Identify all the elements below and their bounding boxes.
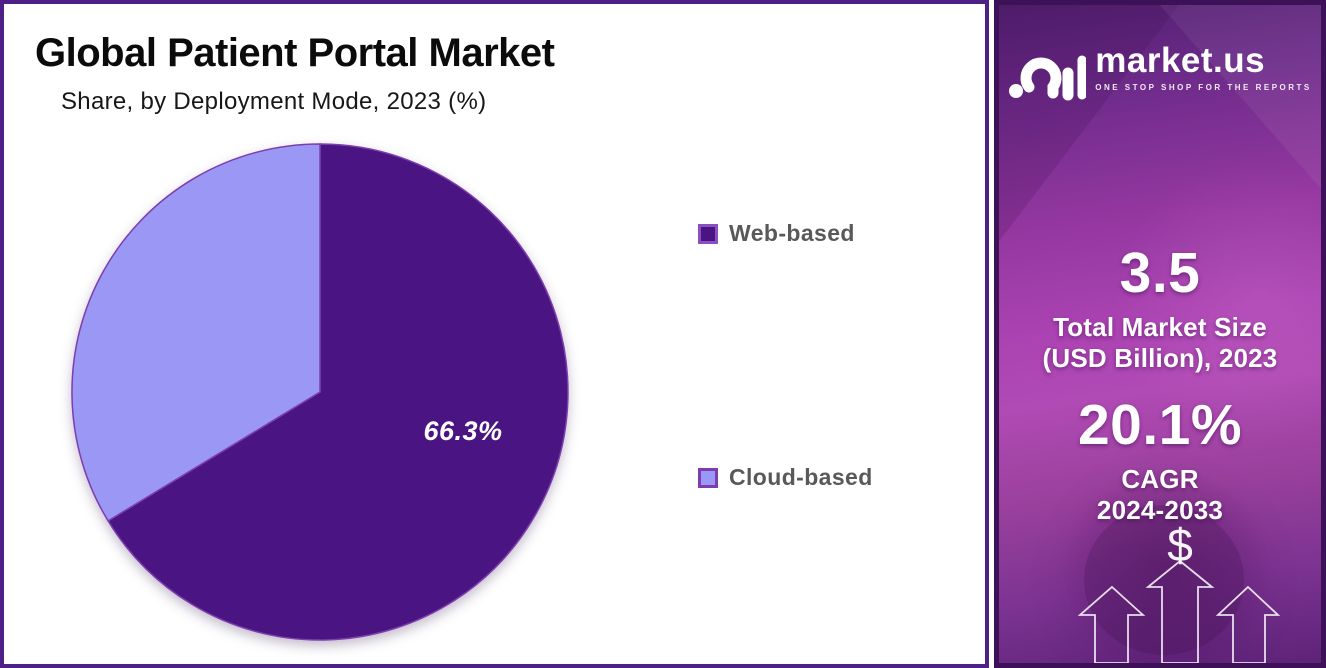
stat-market-size-label-1: Total Market Size <box>1053 312 1267 342</box>
legend-swatch-web-based <box>698 223 718 244</box>
page-subtitle: Share, by Deployment Mode, 2023 (%) <box>61 88 487 115</box>
brand-name: market.us <box>1095 41 1266 80</box>
brand-logo: market.us ONE STOP SHOP FOR THE REPORTS <box>999 43 1321 109</box>
brand-tagline: ONE STOP SHOP FOR THE REPORTS <box>1095 83 1312 92</box>
up-arrow-icon <box>1145 559 1215 663</box>
sidebar-texture <box>1084 505 1244 655</box>
legend-swatch-cloud-based <box>698 467 718 488</box>
up-arrow-icon <box>1077 585 1146 663</box>
pie-slice-cloud-based <box>71 143 321 522</box>
stat-cagr-label-1: CAGR <box>1121 464 1199 495</box>
page-title: Global Patient Portal Market <box>35 31 555 75</box>
pie-data-label: 66.3% <box>423 416 503 446</box>
stat-cagr-label-2: 2024-2033 <box>1096 495 1224 526</box>
stat-market-size-label-2: (USD Billion), 2023 <box>1042 342 1278 373</box>
marketus-logo-icon <box>1009 55 1087 101</box>
pie-chart <box>71 143 569 641</box>
stat-cagr-value: 20.1% <box>1077 393 1243 458</box>
legend-item-cloud-based: Cloud-based <box>698 464 873 491</box>
legend-label-web-based: Web-based <box>729 220 855 246</box>
sidebar-texture <box>1151 5 1321 223</box>
chart-panel: Global Patient Portal Market Share, by D… <box>0 0 989 668</box>
legend-label-cloud-based: Cloud-based <box>729 464 873 490</box>
stats-block: 3.5 Total Market Size (USD Billion), 202… <box>999 245 1321 526</box>
stat-market-size-value: 3.5 <box>1119 241 1201 305</box>
pie-slice-web-based <box>107 143 569 641</box>
legend-item-web-based: Web-based <box>698 220 855 247</box>
growth-arrows-graphic: $ <box>1077 523 1281 663</box>
sidebar: market.us ONE STOP SHOP FOR THE REPORTS … <box>994 0 1326 668</box>
dollar-icon: $ <box>1167 523 1193 571</box>
up-arrow-icon <box>1215 585 1281 663</box>
